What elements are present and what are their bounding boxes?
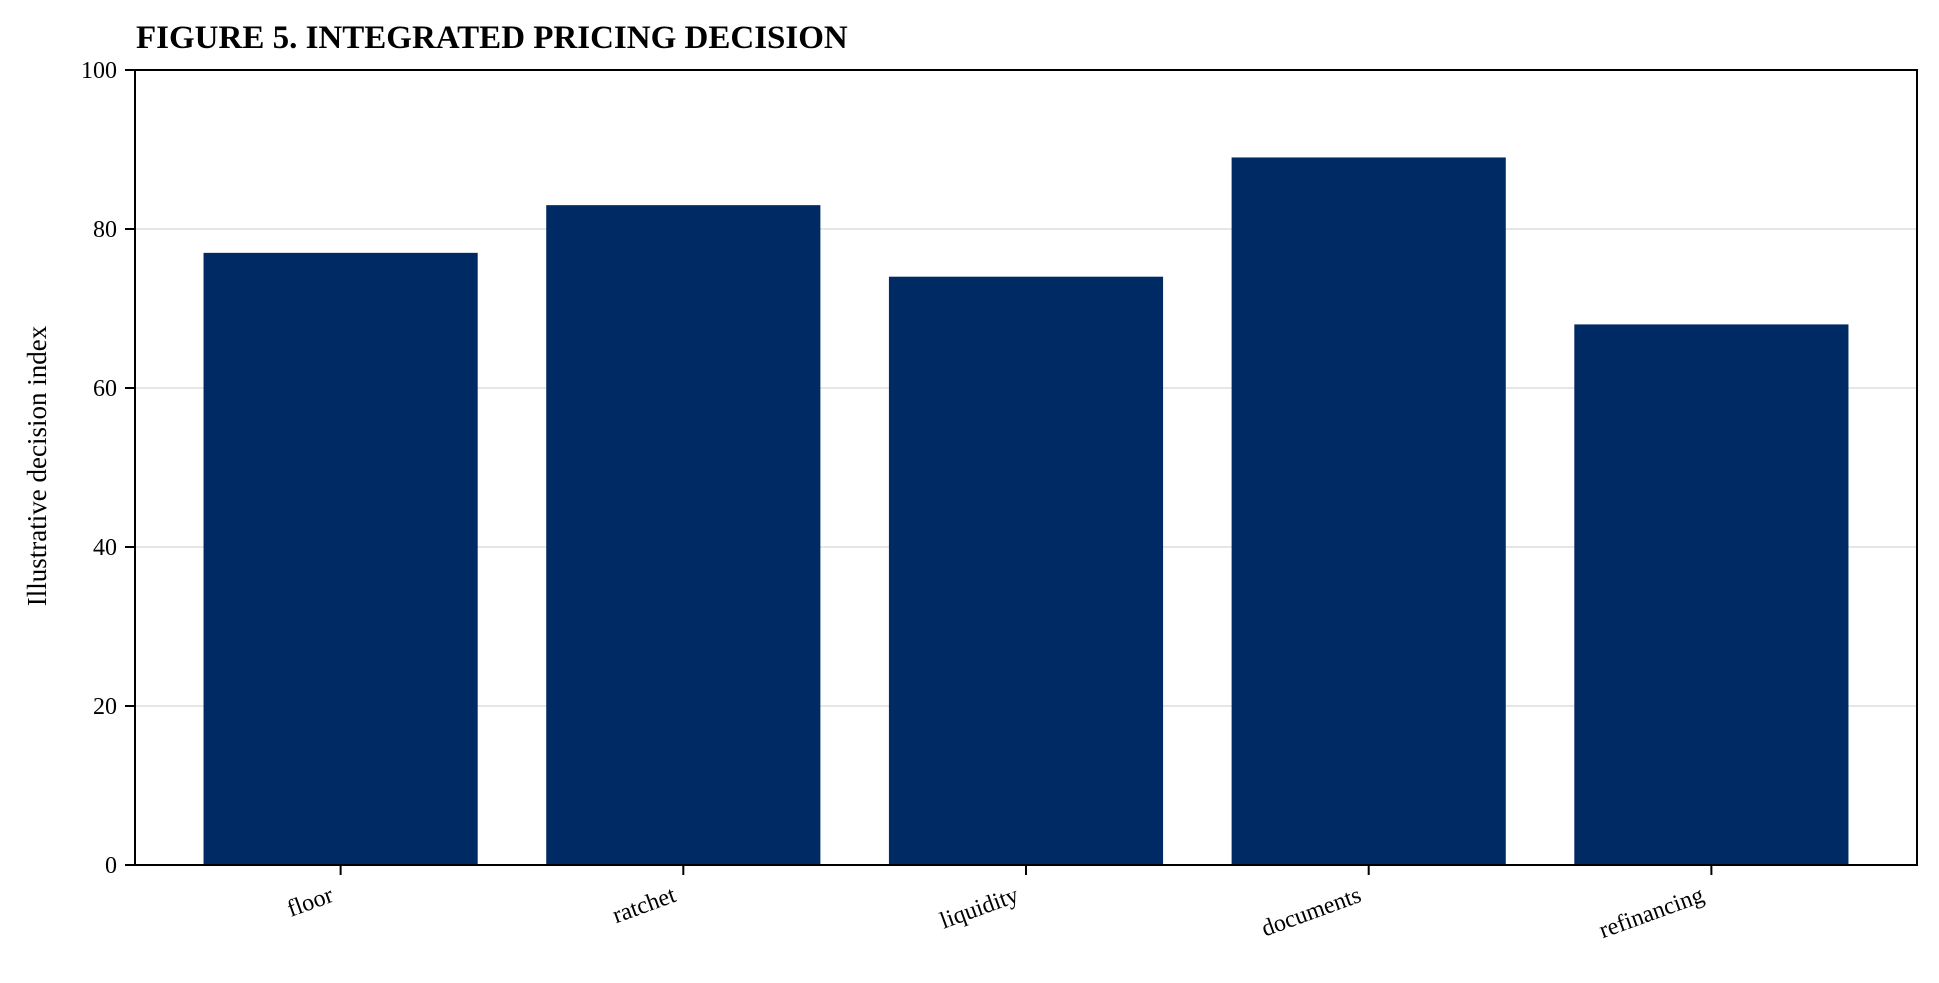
y-tick-label: 0	[105, 853, 117, 879]
plot-frame	[134, 69, 1918, 866]
bar-refinancing	[1574, 324, 1849, 865]
y-tick-label: 40	[93, 535, 117, 561]
y-tick-label: 20	[93, 694, 117, 720]
bar-ratchet	[546, 205, 821, 865]
bar-floor	[203, 252, 478, 866]
x-tick-label-liquidity: liquidity	[937, 882, 1022, 934]
bar-liquidity	[888, 276, 1164, 865]
y-tick-label: 60	[93, 376, 117, 402]
y-tick-label: 100	[81, 58, 117, 84]
x-tick-label-ratchet: ratchet	[609, 882, 680, 929]
x-tick-label-floor: floor	[284, 882, 337, 922]
x-axis-ticks: floor ratchet liquidity documents refinancin…	[284, 865, 1713, 944]
y-axis-label: Illustrative decision index	[22, 325, 52, 606]
bars	[203, 157, 1849, 866]
bar-documents	[1231, 157, 1506, 865]
x-tick-label-documents: documents	[1258, 882, 1365, 942]
chart-title: FIGURE 5. INTEGRATED PRICING DECISION	[136, 20, 848, 56]
y-tick-label: 80	[93, 217, 117, 243]
x-tick-label-refinancing: refinancing	[1596, 882, 1708, 944]
y-axis-ticks: 0 20 40 60 80 100	[81, 58, 135, 879]
